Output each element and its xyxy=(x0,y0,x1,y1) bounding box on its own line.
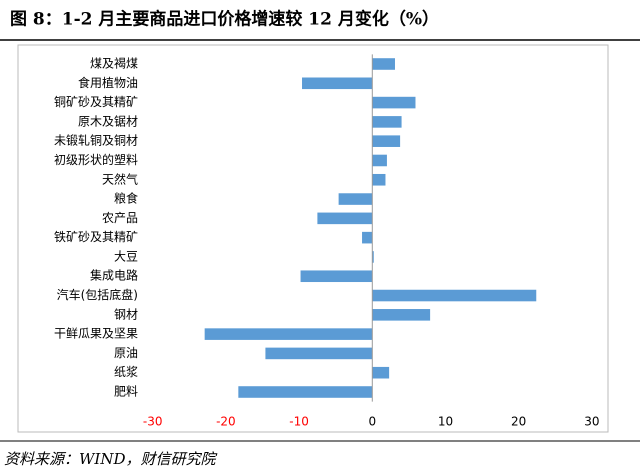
y-tick-label: 汽车(包括底盘) xyxy=(57,287,138,302)
source: 资料来源：WIND，财信研究院 xyxy=(4,450,217,468)
bar xyxy=(372,96,416,109)
bar xyxy=(372,135,401,147)
y-tick-label: 煤及褐煤 xyxy=(90,55,138,70)
bar xyxy=(372,116,402,128)
y-tick-label: 农产品 xyxy=(102,211,138,225)
bar xyxy=(372,154,387,167)
x-tick-label: -20 xyxy=(216,415,236,429)
bar xyxy=(372,289,537,302)
bar xyxy=(300,270,373,283)
y-tick-label: 初级形状的塑料 xyxy=(54,152,138,167)
x-tick-label: 0 xyxy=(368,415,376,429)
bar xyxy=(302,77,373,90)
bar xyxy=(317,212,373,225)
bar xyxy=(265,347,373,360)
y-tick-label: 原木及锯材 xyxy=(78,113,138,128)
bar xyxy=(338,193,373,205)
y-tick-label: 食用植物油 xyxy=(78,75,138,90)
y-tick-label: 大豆 xyxy=(114,249,138,263)
x-tick-label: 20 xyxy=(511,415,526,429)
x-tick-label: -10 xyxy=(289,415,309,429)
y-tick-label: 铁矿砂及其精矿 xyxy=(54,230,138,244)
y-tick-label: 纸浆 xyxy=(114,364,138,379)
y-tick-label: 肥料 xyxy=(114,385,138,399)
x-tick-label: -30 xyxy=(143,415,163,429)
y-tick-label: 干鲜瓜果及坚果 xyxy=(54,327,138,341)
bar xyxy=(372,366,390,379)
bar xyxy=(372,251,374,263)
bar xyxy=(372,58,395,70)
y-tick-label: 原油 xyxy=(114,346,138,360)
chart-title: 图 8：1-2 月主要商品进口价格增速较 12 月变化（%） xyxy=(10,9,439,30)
bar xyxy=(362,231,373,244)
plot-frame xyxy=(17,44,609,433)
y-tick-label: 钢材 xyxy=(114,307,138,321)
y-tick-label: 铜矿砂及其精矿 xyxy=(54,94,138,109)
y-tick-label: 天然气 xyxy=(102,171,138,186)
bar xyxy=(372,309,431,321)
y-tick-label: 粮食 xyxy=(114,191,138,206)
x-tick-label: 10 xyxy=(438,415,453,429)
bar xyxy=(238,386,373,398)
y-tick-label: 集成电路 xyxy=(90,268,138,283)
x-tick-label: 30 xyxy=(584,415,599,429)
bar xyxy=(204,328,373,340)
bar xyxy=(372,173,386,186)
y-tick-label: 未锻轧铜及铜材 xyxy=(54,133,138,148)
